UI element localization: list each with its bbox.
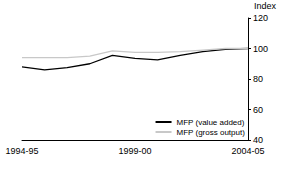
svg-text:100: 100 xyxy=(253,44,268,54)
svg-text:1999-00: 1999-00 xyxy=(118,146,151,156)
svg-text:MFP (gross output): MFP (gross output) xyxy=(177,128,246,137)
svg-text:120: 120 xyxy=(253,13,268,23)
svg-text:Index: Index xyxy=(254,1,277,11)
svg-text:40: 40 xyxy=(253,135,263,145)
svg-text:MFP (value added): MFP (value added) xyxy=(177,118,245,127)
svg-text:1994-95: 1994-95 xyxy=(5,146,38,156)
svg-text:60: 60 xyxy=(253,105,263,115)
svg-text:80: 80 xyxy=(253,74,263,84)
svg-text:2004-05: 2004-05 xyxy=(231,146,264,156)
